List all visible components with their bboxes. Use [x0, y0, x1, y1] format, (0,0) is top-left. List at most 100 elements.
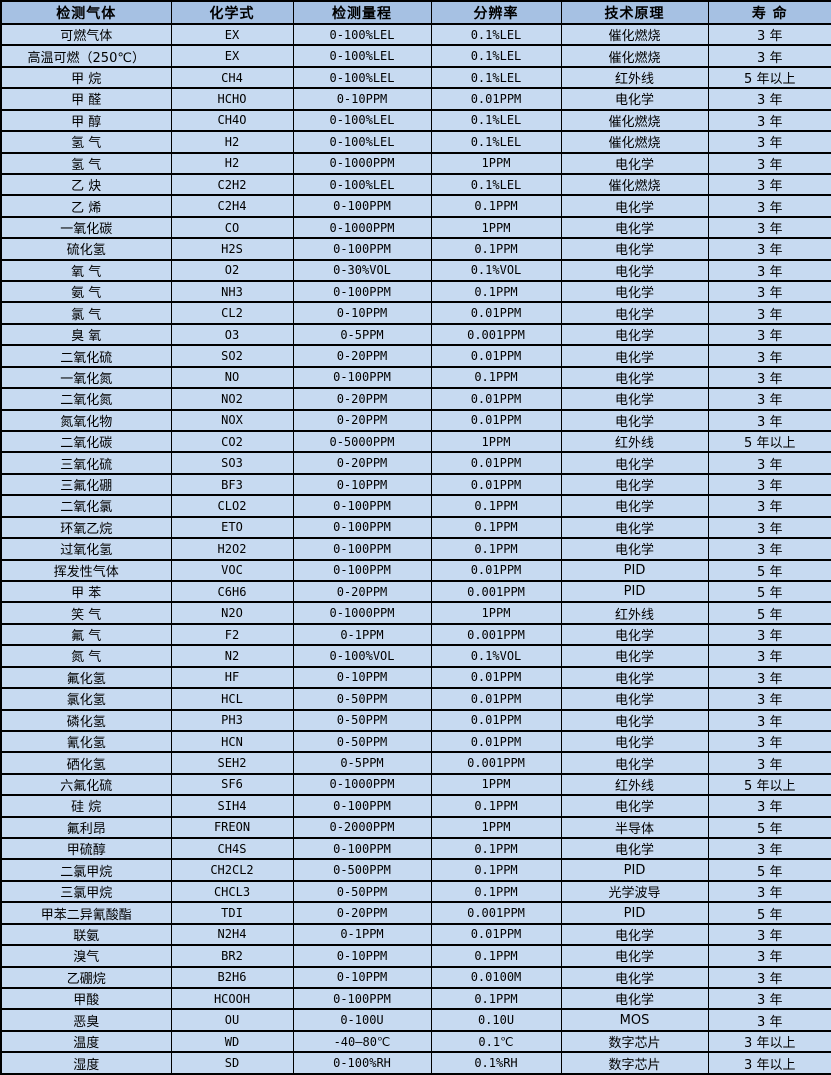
principle-cell: 电化学 [560, 451, 709, 475]
formula-cell: HCL [170, 687, 294, 711]
table-row: 一氧化氮 NO 0-100PPM 0.1PPM 电化学 3 年 [0, 365, 831, 390]
resolution-cell: 0.1PPM [430, 515, 562, 540]
table-row: 三氧化硫 SO3 0-20PPM 0.01PPM 电化学 3 年 [0, 451, 831, 475]
lifespan-cell: 5 年 [707, 901, 831, 925]
principle-cell: 电化学 [560, 687, 709, 711]
table-row: 恶臭 OU 0-100U 0.10U MOS 3 年 [0, 1008, 831, 1032]
principle-cell: 电化学 [560, 794, 709, 818]
lifespan-cell: 3 年 [707, 258, 831, 283]
gas-name-cell: 恶臭 [0, 1008, 172, 1032]
range-cell: 0-1PPM [292, 622, 432, 647]
table-row: 甲 醇 CH4O 0-100%LEL 0.1%LEL 催化燃烧 3 年 [0, 108, 831, 133]
lifespan-cell: 3 年 [707, 280, 831, 304]
principle-cell: 红外线 [560, 772, 709, 797]
table-row: 三氟化硼 BF3 0-10PPM 0.01PPM 电化学 3 年 [0, 472, 831, 497]
table-row: 高温可燃（250℃） EX 0-100%LEL 0.1%LEL 催化燃烧 3 年 [0, 44, 831, 68]
principle-cell: 电化学 [560, 151, 709, 175]
principle-cell: 催化燃烧 [560, 108, 709, 133]
gas-name-cell: 甲 烷 [0, 65, 172, 90]
principle-cell: 电化学 [560, 986, 709, 1011]
range-cell: 0-5PPM [292, 751, 432, 775]
resolution-cell: 0.1PPM [430, 986, 562, 1011]
header-principle: 技术原理 [560, 0, 709, 25]
range-cell: 0-20PPM [292, 901, 432, 925]
gas-name-cell: 溴气 [0, 944, 172, 968]
resolution-cell: 0.001PPM [430, 622, 562, 647]
resolution-cell: 0.1%VOL [430, 644, 562, 668]
lifespan-cell: 3 年以上 [707, 1051, 831, 1075]
resolution-cell: 0.001PPM [430, 901, 562, 925]
principle-cell: 催化燃烧 [560, 22, 709, 47]
principle-cell: 催化燃烧 [560, 130, 709, 154]
formula-cell: WD [170, 1029, 294, 1054]
table-row: 二氯甲烷 CH2CL2 0-500PPM 0.1PPM PID 5 年 [0, 858, 831, 882]
principle-cell: 电化学 [560, 301, 709, 325]
table-row: 乙 炔 C2H2 0-100%LEL 0.1%LEL 催化燃烧 3 年 [0, 172, 831, 197]
lifespan-cell: 3 年 [707, 87, 831, 111]
principle-cell: 半导体 [560, 815, 709, 840]
resolution-cell: 1PPM [430, 815, 562, 840]
range-cell: 0-100PPM [292, 365, 432, 390]
formula-cell: CH4S [170, 837, 294, 861]
principle-cell: 数字芯片 [560, 1051, 709, 1075]
range-cell: 0-1000PPM [292, 151, 432, 175]
resolution-cell: 1PPM [430, 601, 562, 625]
lifespan-cell: 3 年 [707, 687, 831, 711]
header-resolution: 分辨率 [430, 0, 562, 25]
range-cell: 0-20PPM [292, 387, 432, 411]
principle-cell: 电化学 [560, 280, 709, 304]
formula-cell: HCN [170, 729, 294, 754]
resolution-cell: 0.01PPM [430, 472, 562, 497]
formula-cell: SIH4 [170, 794, 294, 818]
gas-name-cell: 氟利昂 [0, 815, 172, 840]
gas-name-cell: 可燃气体 [0, 22, 172, 47]
table-row: 磷化氢 PH3 0-50PPM 0.01PPM 电化学 3 年 [0, 708, 831, 732]
table-row: 甲苯二异氰酸酯 TDI 0-20PPM 0.001PPM PID 5 年 [0, 901, 831, 925]
lifespan-cell: 5 年 [707, 815, 831, 840]
gas-name-cell: 氢 气 [0, 130, 172, 154]
principle-cell: 电化学 [560, 258, 709, 283]
table-row: 氯化氢 HCL 0-50PPM 0.01PPM 电化学 3 年 [0, 687, 831, 711]
resolution-cell: 1PPM [430, 215, 562, 240]
range-cell: 0-1000PPM [292, 601, 432, 625]
resolution-cell: 0.1PPM [430, 837, 562, 861]
table-row: 甲 醛 HCHO 0-10PPM 0.01PPM 电化学 3 年 [0, 87, 831, 111]
lifespan-cell: 3 年 [707, 151, 831, 175]
lifespan-cell: 3 年 [707, 708, 831, 732]
resolution-cell: 0.01PPM [430, 301, 562, 325]
formula-cell: FREON [170, 815, 294, 840]
principle-cell: 红外线 [560, 65, 709, 90]
lifespan-cell: 5 年以上 [707, 772, 831, 797]
table-row: 乙硼烷 B2H6 0-10PPM 0.0100M 电化学 3 年 [0, 965, 831, 990]
range-cell: 0-100%VOL [292, 644, 432, 668]
header-gas: 检测气体 [0, 0, 172, 25]
principle-cell: 电化学 [560, 644, 709, 668]
lifespan-cell: 3 年 [707, 44, 831, 68]
lifespan-cell: 3 年 [707, 622, 831, 647]
gas-name-cell: 乙 烯 [0, 194, 172, 218]
lifespan-cell: 3 年 [707, 215, 831, 240]
range-cell: 0-30%VOL [292, 258, 432, 283]
resolution-cell: 0.1PPM [430, 494, 562, 518]
range-cell: 0-100%LEL [292, 44, 432, 68]
formula-cell: N2O [170, 601, 294, 625]
principle-cell: 电化学 [560, 537, 709, 561]
principle-cell: 电化学 [560, 408, 709, 433]
gas-name-cell: 三氧化硫 [0, 451, 172, 475]
table-row: 可燃气体 EX 0-100%LEL 0.1%LEL 催化燃烧 3 年 [0, 22, 831, 47]
table-row: 二氧化氮 NO2 0-20PPM 0.01PPM 电化学 3 年 [0, 387, 831, 411]
formula-cell: CO [170, 215, 294, 240]
range-cell: 0-50PPM [292, 879, 432, 904]
range-cell: 0-10PPM [292, 965, 432, 990]
range-cell: 0-10PPM [292, 665, 432, 690]
principle-cell: 电化学 [560, 472, 709, 497]
resolution-cell: 0.01PPM [430, 451, 562, 475]
lifespan-cell: 3 年 [707, 322, 831, 347]
gas-name-cell: 氯化氢 [0, 687, 172, 711]
resolution-cell: 0.1PPM [430, 237, 562, 261]
lifespan-cell: 3 年 [707, 751, 831, 775]
formula-cell: SD [170, 1051, 294, 1075]
formula-cell: CH2CL2 [170, 858, 294, 882]
formula-cell: PH3 [170, 708, 294, 732]
table-row: 一氧化碳 CO 0-1000PPM 1PPM 电化学 3 年 [0, 215, 831, 240]
